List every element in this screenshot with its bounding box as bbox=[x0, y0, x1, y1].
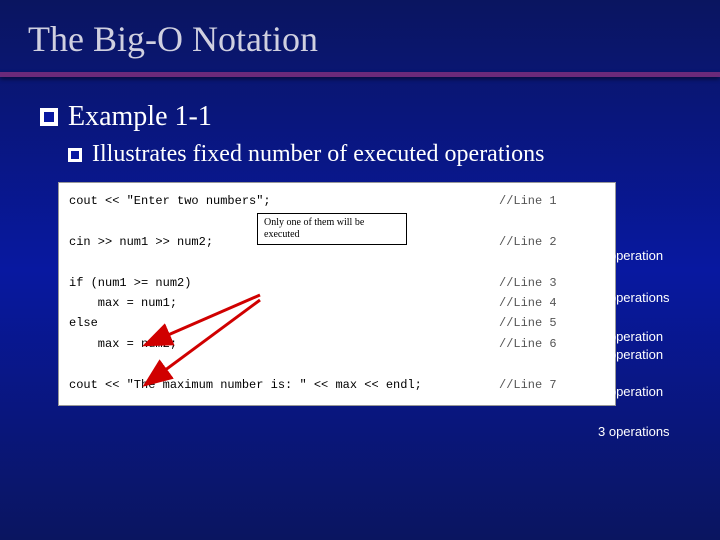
slide-title: The Big-O Notation bbox=[0, 0, 720, 60]
bullet-sub-text: Illustrates fixed number of executed ope… bbox=[92, 141, 545, 168]
code-line: cout << "The maximum number is: " << max… bbox=[69, 375, 605, 395]
bullet-icon bbox=[68, 148, 82, 162]
op-item: 3 operations bbox=[598, 423, 670, 441]
bullet-main-row: Example 1-1 bbox=[40, 101, 720, 133]
code-line: max = num1;//Line 4 bbox=[69, 293, 605, 313]
code-line: if (num1 >= num2)//Line 3 bbox=[69, 273, 605, 293]
code-line bbox=[69, 252, 605, 272]
code-line bbox=[69, 354, 605, 374]
operations-list: 1 operation 2 operations 1 operation 1 o… bbox=[598, 247, 670, 446]
code-line: cout << "Enter two numbers";//Line 1 bbox=[69, 191, 605, 211]
code-line: else//Line 5 bbox=[69, 313, 605, 333]
op-item: 1 operation bbox=[598, 346, 670, 364]
op-item: 1 operation bbox=[598, 383, 670, 401]
bullet-main-text: Example 1-1 bbox=[68, 101, 212, 133]
code-block: cout << "Enter two numbers";//Line 1 cin… bbox=[58, 182, 616, 406]
callout-box: Only one of them will be executed bbox=[257, 213, 407, 245]
op-item: 2 operations bbox=[598, 289, 670, 307]
op-item: 1 operation bbox=[598, 328, 670, 346]
bullet-sub-row: Illustrates fixed number of executed ope… bbox=[68, 141, 720, 168]
op-item: 1 operation bbox=[598, 247, 670, 265]
code-line: max = num2;//Line 6 bbox=[69, 334, 605, 354]
bullet-icon bbox=[40, 108, 58, 126]
